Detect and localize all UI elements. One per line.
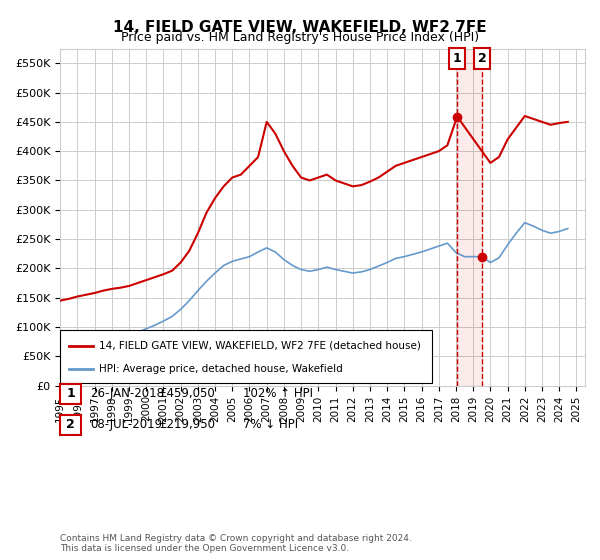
- Text: HPI: Average price, detached house, Wakefield: HPI: Average price, detached house, Wake…: [99, 365, 343, 375]
- Text: Price paid vs. HM Land Registry's House Price Index (HPI): Price paid vs. HM Land Registry's House …: [121, 31, 479, 44]
- Text: 2: 2: [67, 418, 75, 431]
- Text: 14, FIELD GATE VIEW, WAKEFIELD, WF2 7FE (detached house): 14, FIELD GATE VIEW, WAKEFIELD, WF2 7FE …: [99, 340, 421, 351]
- Text: 7% ↓ HPI: 7% ↓ HPI: [243, 418, 298, 431]
- Text: Contains HM Land Registry data © Crown copyright and database right 2024.
This d: Contains HM Land Registry data © Crown c…: [60, 534, 412, 553]
- Text: 26-JAN-2018: 26-JAN-2018: [90, 388, 164, 400]
- Text: 102% ↑ HPI: 102% ↑ HPI: [243, 388, 313, 400]
- Text: 14, FIELD GATE VIEW, WAKEFIELD, WF2 7FE: 14, FIELD GATE VIEW, WAKEFIELD, WF2 7FE: [113, 20, 487, 35]
- Bar: [457, 49, 482, 386]
- Text: 1: 1: [67, 388, 75, 400]
- Text: 08-JUL-2019: 08-JUL-2019: [90, 418, 163, 431]
- Text: £219,950: £219,950: [159, 418, 215, 431]
- Text: 2: 2: [478, 52, 487, 65]
- Text: £459,050: £459,050: [159, 388, 215, 400]
- Text: 1: 1: [453, 52, 461, 65]
